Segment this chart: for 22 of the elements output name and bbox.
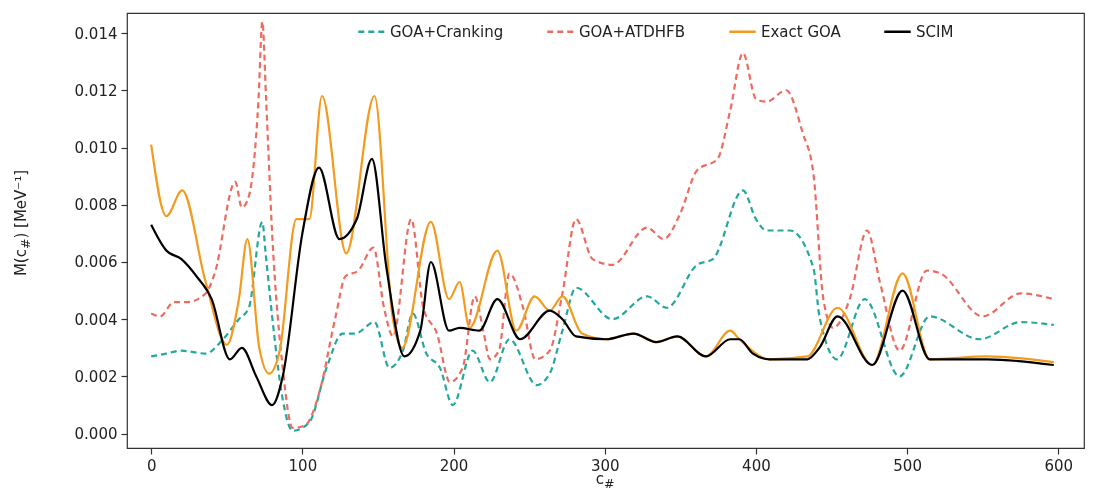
y-tick-label: 0.008 bbox=[74, 196, 118, 215]
x-tick-label: 500 bbox=[893, 456, 922, 475]
legend-label: Exact GOA bbox=[761, 22, 842, 41]
x-tick-label: 100 bbox=[288, 456, 318, 475]
x-tick-label: 600 bbox=[1044, 456, 1074, 475]
x-tick-label: 200 bbox=[439, 456, 469, 475]
legend-label: SCIM bbox=[916, 22, 954, 41]
y-tick-label: 0.000 bbox=[74, 425, 118, 444]
y-tick-label: 0.014 bbox=[74, 24, 118, 43]
line-series bbox=[150, 20, 1055, 430]
x-tick-label: 0 bbox=[146, 456, 157, 475]
line-series bbox=[150, 94, 1055, 375]
y-tick-label: 0.012 bbox=[74, 81, 118, 100]
y-tick-label: 0.002 bbox=[74, 367, 118, 386]
legend-label: GOA+ATDHFB bbox=[579, 22, 686, 41]
y-tick-label: 0.006 bbox=[74, 253, 118, 272]
line-series bbox=[150, 189, 1055, 432]
y-tick-label: 0.004 bbox=[74, 310, 118, 329]
line-series bbox=[150, 157, 1055, 407]
legend-label: GOA+Cranking bbox=[390, 22, 504, 41]
y-tick-label: 0.010 bbox=[74, 139, 118, 158]
x-tick-label: 400 bbox=[742, 456, 771, 475]
